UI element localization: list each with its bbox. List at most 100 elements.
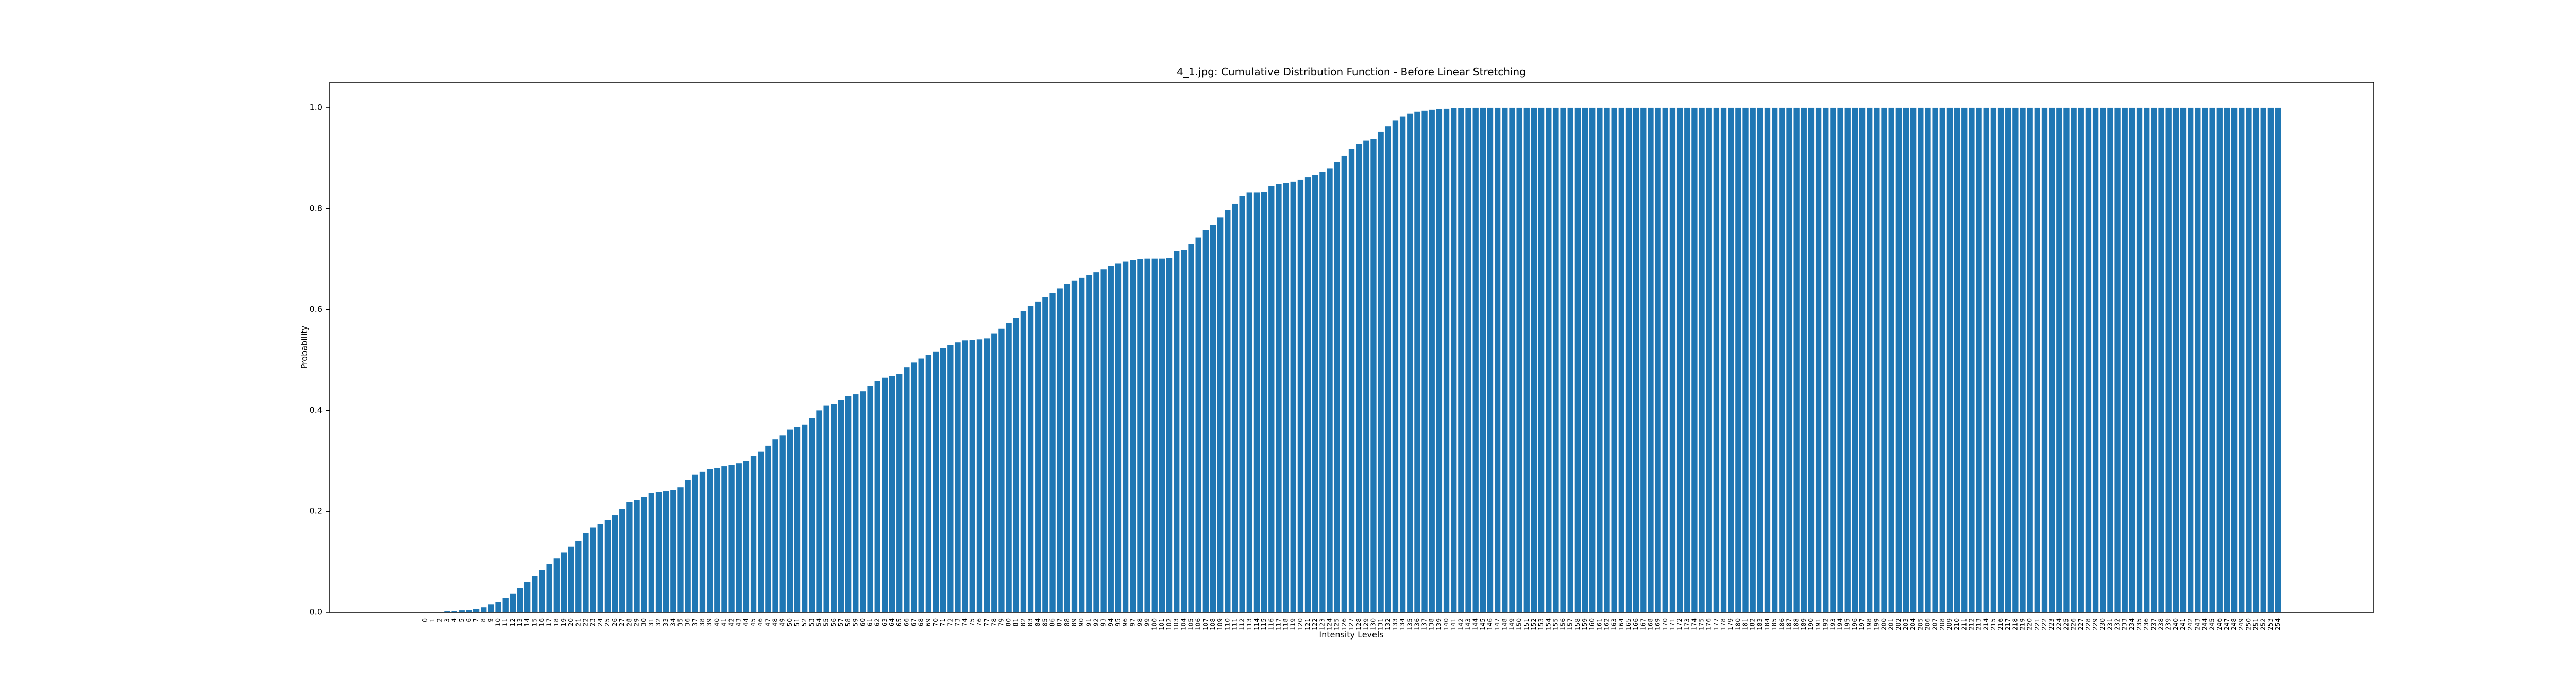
bar: [604, 520, 611, 612]
bar: [1210, 225, 1216, 612]
x-tick-label: 43: [735, 618, 742, 626]
bar: [1844, 107, 1851, 612]
bar: [823, 405, 829, 612]
x-tick-label: 14: [523, 618, 531, 626]
x-tick-label: 52: [801, 618, 808, 626]
bar: [1604, 107, 1610, 612]
x-tick-label: 202: [1895, 618, 1902, 630]
x-tick-label: 1: [429, 618, 436, 623]
x-tick-label: 30: [640, 618, 648, 626]
bar: [2239, 107, 2245, 612]
bar: [721, 466, 727, 612]
bar: [1276, 184, 1282, 613]
x-tick-label: 155: [1552, 618, 1559, 630]
x-tick-label: 18: [553, 618, 560, 626]
bar: [955, 342, 961, 612]
x-tick-label: 142: [1457, 618, 1464, 630]
bar: [655, 492, 662, 612]
x-tick-label: 6: [465, 618, 472, 623]
x-tick-label: 114: [1253, 618, 1260, 630]
bar: [1027, 306, 1034, 612]
bar: [1042, 297, 1048, 612]
x-tick-label: 113: [1246, 618, 1253, 630]
x-tick-label: 222: [2041, 618, 2048, 630]
bar: [495, 602, 501, 612]
bar: [677, 487, 684, 612]
bar: [1582, 107, 1588, 612]
x-tick-label: 253: [2267, 618, 2274, 630]
x-tick-label: 78: [990, 618, 997, 626]
bar: [962, 340, 968, 612]
x-tick-label: 82: [1020, 618, 1027, 626]
x-tick-label: 37: [691, 618, 699, 626]
x-tick-label: 170: [1662, 618, 1669, 630]
bar: [1669, 107, 1676, 612]
bar: [2275, 107, 2281, 612]
bar: [1436, 109, 1443, 612]
bar: [1546, 107, 1552, 612]
x-tick-label: 242: [2187, 618, 2194, 630]
bar: [590, 527, 596, 612]
x-tick-label: 245: [2209, 618, 2216, 630]
x-tick-label: 143: [1465, 618, 1472, 630]
bar: [459, 610, 465, 612]
bar: [2129, 107, 2136, 612]
x-tick-label: 198: [1866, 618, 1873, 630]
x-tick-label: 2: [436, 618, 443, 623]
bar: [1786, 107, 1792, 612]
bar: [1232, 203, 1238, 612]
bar: [1049, 293, 1056, 612]
x-tick-label: 100: [1151, 618, 1158, 630]
x-tick-label: 9: [487, 618, 494, 623]
x-tick-label: 146: [1486, 618, 1494, 630]
x-tick-label: 239: [2165, 618, 2172, 630]
bar: [1946, 107, 1953, 612]
x-tick-label: 190: [1807, 618, 1815, 630]
x-tick-label: 29: [633, 618, 640, 626]
x-tick-label: 112: [1239, 618, 1246, 630]
bar: [670, 490, 676, 612]
x-tick-label: 107: [1202, 618, 1209, 630]
bar: [874, 381, 880, 612]
bar: [634, 500, 640, 612]
x-tick-label: 79: [997, 618, 1005, 626]
bar: [1064, 284, 1071, 612]
bar: [1852, 107, 1858, 612]
x-tick-label: 108: [1209, 618, 1216, 630]
bar: [1166, 258, 1173, 612]
x-tick-label: 87: [1056, 618, 1063, 626]
x-tick-label: 175: [1698, 618, 1705, 630]
bar: [1553, 107, 1559, 612]
bar: [517, 588, 523, 612]
x-tick-label: 204: [1909, 618, 1917, 630]
bar: [1261, 192, 1267, 612]
x-tick-label: 42: [728, 618, 735, 626]
bar: [918, 358, 924, 612]
x-tick-label: 208: [1939, 618, 1946, 630]
bar: [597, 524, 603, 612]
x-tick-label: 217: [2004, 618, 2011, 630]
x-tick-label: 137: [1421, 618, 1428, 630]
bar: [911, 362, 917, 612]
x-tick-label: 76: [976, 618, 983, 626]
x-tick-label: 182: [1749, 618, 1756, 630]
bar: [809, 418, 815, 612]
x-tick-label: 13: [516, 618, 523, 626]
x-tick-label: 153: [1537, 618, 1545, 630]
bar: [1983, 107, 1989, 612]
bar: [2012, 107, 2019, 612]
bar: [510, 593, 516, 612]
x-tick-label: 236: [2143, 618, 2150, 630]
x-tick-label: 48: [772, 618, 779, 626]
x-tick-label: 40: [713, 618, 720, 626]
x-tick-label: 104: [1180, 618, 1187, 630]
bar: [2209, 107, 2215, 612]
bar: [685, 480, 691, 612]
bar: [2122, 107, 2128, 612]
bar: [2224, 107, 2230, 612]
x-tick-label: 101: [1158, 618, 1165, 630]
x-tick-label: 70: [932, 618, 939, 626]
x-tick-label: 139: [1435, 618, 1443, 630]
bar: [1385, 126, 1391, 613]
x-tick-label: 176: [1705, 618, 1713, 630]
